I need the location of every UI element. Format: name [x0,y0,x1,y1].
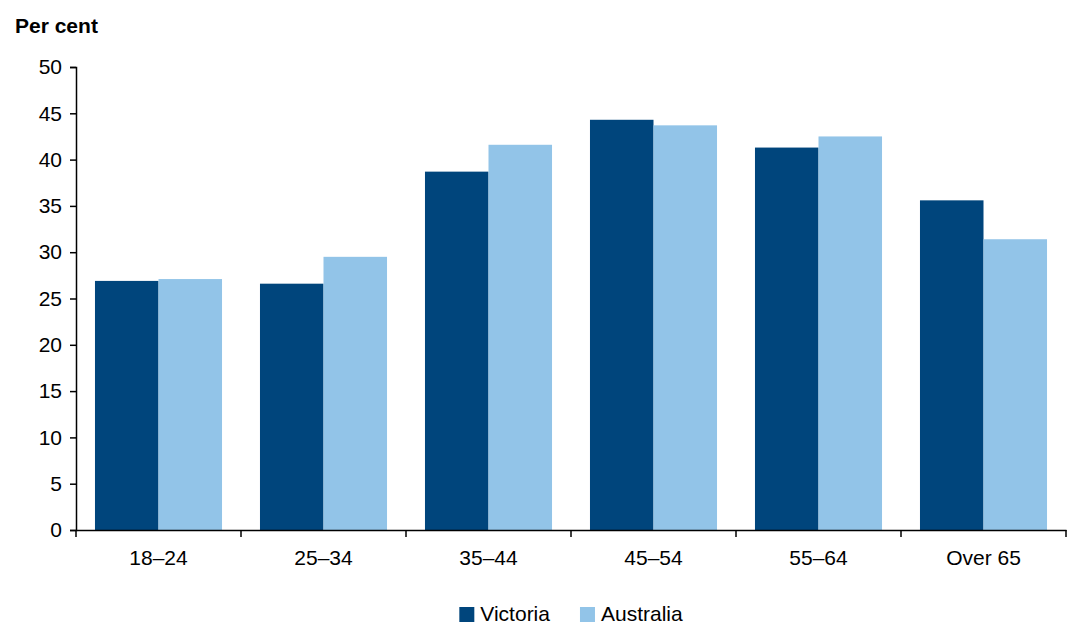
y-tick-mark [70,345,76,347]
x-divider [900,530,902,537]
bar [260,284,324,530]
y-tick-label: 40 [39,148,62,171]
y-tick-mark [70,67,76,69]
legend-label: Australia [601,602,683,625]
x-tick-label: 35–44 [459,546,518,569]
y-tick-label: 45 [39,102,62,125]
x-divider [735,530,737,537]
y-tick: 5 [50,472,76,495]
bar [755,148,819,530]
x-tick-label: 25–34 [294,546,353,569]
y-tick: 50 [39,55,76,78]
y-tick-mark [70,391,76,393]
x-divider [1065,530,1067,537]
y-tick-mark [70,252,76,254]
x-divider [405,530,407,537]
y-tick: 30 [39,240,76,263]
bars [95,120,1047,530]
y-tick: 0 [50,518,76,541]
y-tick-mark [70,159,76,161]
x-divider [570,530,572,537]
y-tick-mark [70,530,76,532]
x-tick: Over 65 [946,530,1021,569]
y-tick-label: 10 [39,426,62,449]
legend-swatch [459,607,474,622]
y-tick: 35 [39,194,76,217]
y-tick-label: 35 [39,194,62,217]
y-tick-label: 0 [50,518,62,541]
x-tick-label: Over 65 [946,546,1021,569]
legend-item: Australia [580,602,683,625]
y-tick-label: 20 [39,333,62,356]
y-tick: 10 [39,426,76,449]
y-tick-mark [70,298,76,300]
y-tick-label: 50 [39,55,62,78]
x-divider [75,530,77,537]
x-dividers [76,530,1066,537]
bar [984,239,1048,530]
y-tick-label: 25 [39,287,62,310]
y-tick-label: 5 [50,472,62,495]
chart: 0 5 10 15 20 25 30 35 40 45 50 18–24 25–34 35–44 45–54… [0,0,1091,633]
bar [819,136,883,530]
x-tick: 18–24 [129,530,188,569]
y-axis-title: Per cent [15,14,98,37]
y-tick: 20 [39,333,76,356]
bar [95,281,159,530]
bar [654,125,718,530]
y-tick-mark [70,113,76,115]
bar [489,145,553,530]
bar [920,200,984,530]
y-tick: 15 [39,379,76,402]
bar [159,279,223,530]
y-tick: 25 [39,287,76,310]
bar-series [95,120,984,530]
bar [425,172,489,530]
x-tick: 55–64 [789,530,848,569]
y-axis-line [70,68,77,531]
bar [324,257,388,530]
y-tick-label: 30 [39,240,62,263]
x-tick: 35–44 [459,530,518,569]
legend-swatch [580,607,595,622]
x-divider [240,530,242,537]
x-tick: 25–34 [294,530,353,569]
x-axis: 18–24 25–34 35–44 45–54 55–64 Over 65 [76,530,1067,569]
x-tick: 45–54 [624,530,683,569]
y-tick: 45 [39,102,76,125]
y-tick-mark [70,206,76,208]
legend-item: Victoria [459,602,550,625]
y-tick-label: 15 [39,379,62,402]
bar [590,120,654,530]
legend-label: Victoria [480,602,550,625]
x-tick-label: 18–24 [129,546,188,569]
y-axis: 0 5 10 15 20 25 30 35 40 45 50 [39,55,77,541]
x-tick-label: 55–64 [789,546,848,569]
y-tick-mark [70,483,76,485]
bar-series [159,125,1048,530]
legend: Victoria Australia [459,602,683,625]
y-tick: 40 [39,148,76,171]
y-tick-mark [70,437,76,439]
plot: 0 5 10 15 20 25 30 35 40 45 50 18–24 25–34 35–44 45–54… [39,55,1067,569]
x-tick-label: 45–54 [624,546,683,569]
